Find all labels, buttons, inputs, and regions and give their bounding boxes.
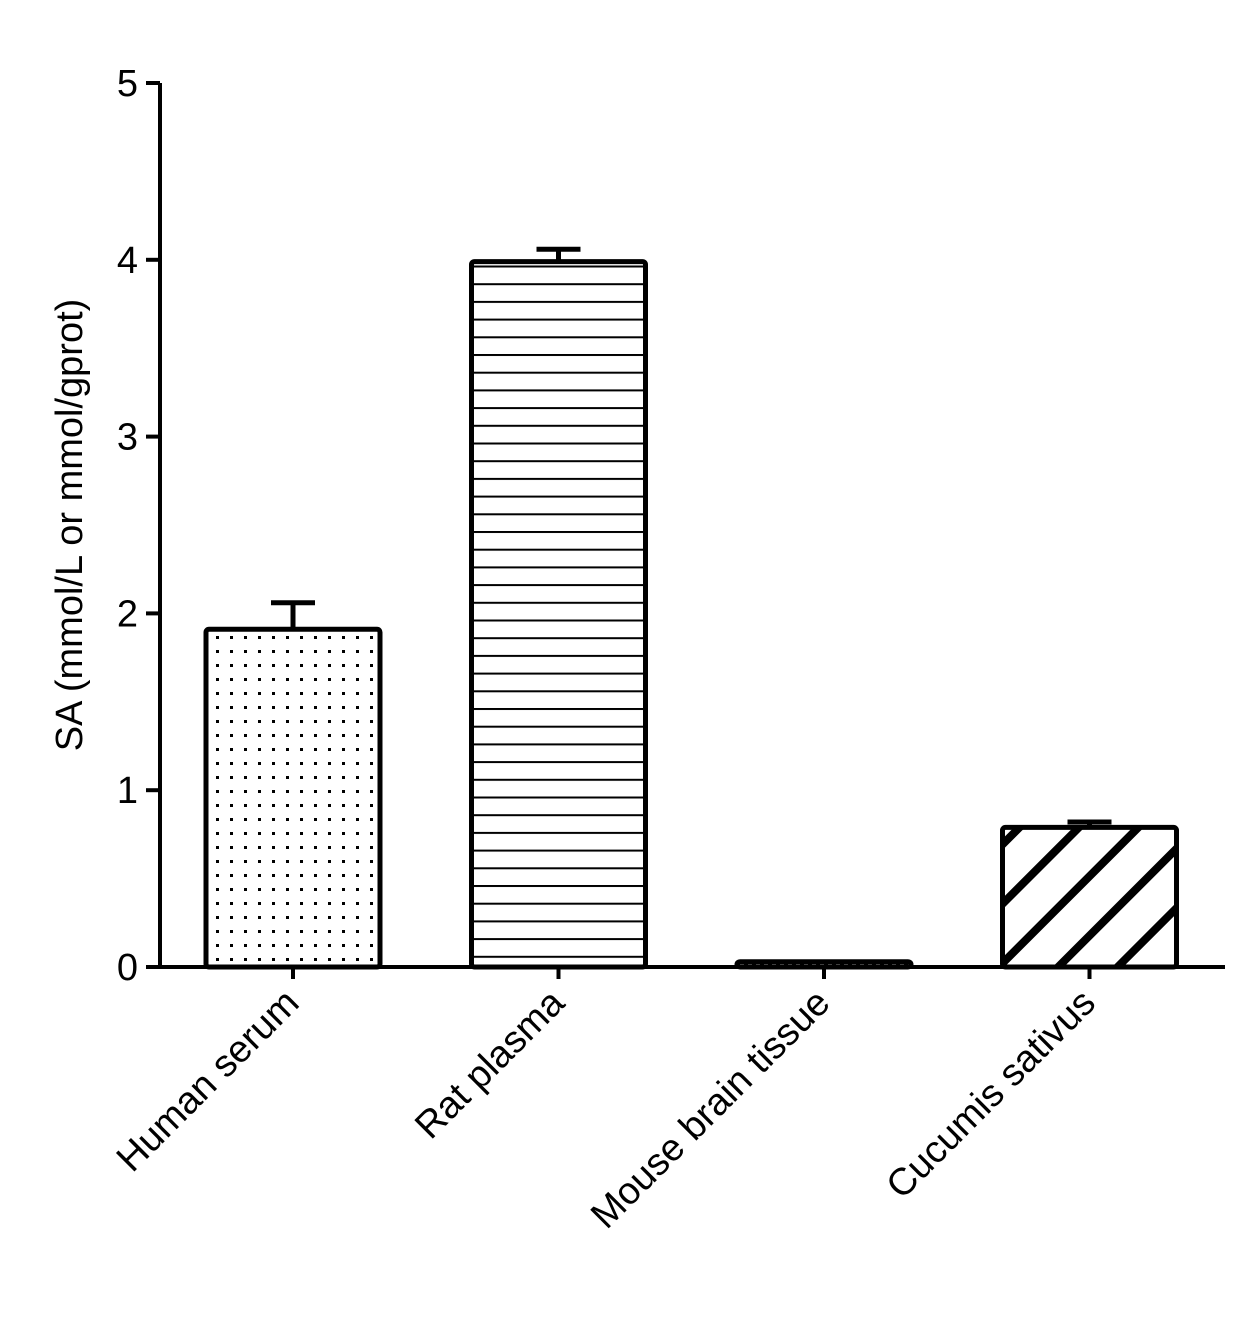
x-tick-label: Cucumis sativus	[879, 982, 1104, 1207]
y-tick-label: 1	[117, 770, 138, 812]
x-tick-label: Mouse brain tissue	[583, 982, 838, 1237]
bar-cucumis-sativus	[1000, 824, 1179, 970]
x-tick-label: Human serum	[109, 982, 307, 1180]
bar-human-serum	[203, 626, 383, 970]
bar-rat-plasma	[469, 259, 648, 970]
y-tick-label: 2	[117, 593, 138, 635]
y-tick-label: 5	[117, 63, 138, 105]
y-tick-label: 0	[117, 947, 138, 989]
y-tick-label: 4	[117, 240, 138, 282]
y-axis-label: SA (mmol/L or mmol/gprot)	[49, 299, 91, 752]
bars-group	[203, 246, 1179, 970]
x-tick-label: Rat plasma	[407, 981, 573, 1147]
y-tick-label: 3	[117, 417, 138, 459]
